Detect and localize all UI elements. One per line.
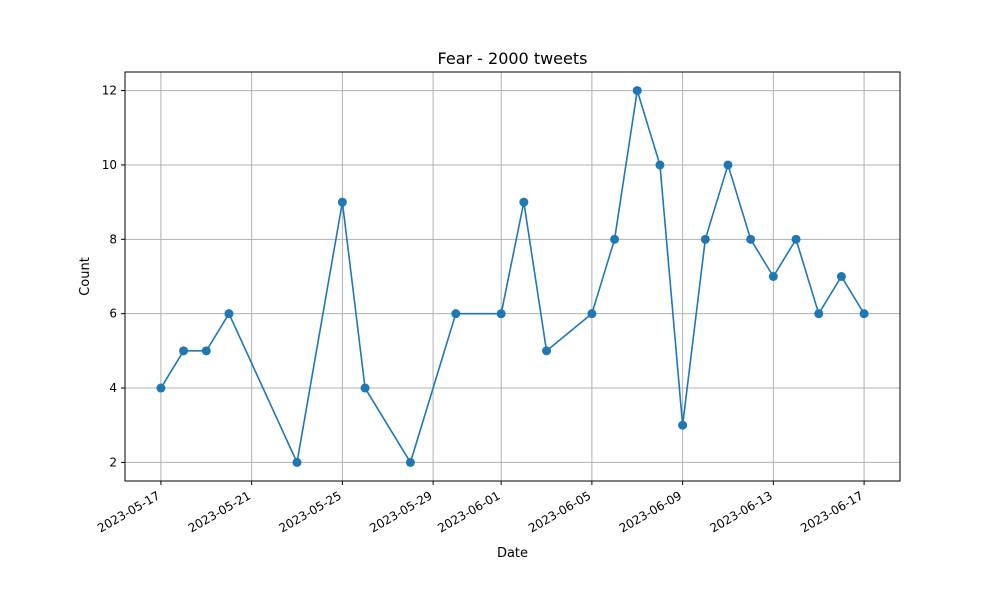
data-point <box>496 309 506 319</box>
y-tick-label: 8 <box>109 232 117 246</box>
data-point <box>791 234 801 244</box>
series-line <box>160 90 865 466</box>
data-point <box>451 309 461 319</box>
data-point <box>156 383 166 393</box>
data-points <box>156 86 869 467</box>
data-point <box>292 457 302 467</box>
data-point <box>405 457 415 467</box>
data-point <box>746 234 756 244</box>
y-tick-label: 10 <box>102 158 117 172</box>
data-point <box>700 234 710 244</box>
data-point <box>678 420 688 430</box>
x-tick-label: 2023-06-17 <box>798 488 865 535</box>
chart-title: Fear - 2000 tweets <box>438 49 588 68</box>
data-point <box>814 309 824 319</box>
x-tick-label: 2023-05-21 <box>186 488 253 535</box>
y-tick-label: 12 <box>102 84 117 98</box>
x-tick-label: 2023-05-25 <box>276 488 343 535</box>
data-point <box>224 309 234 319</box>
y-tick-label: 6 <box>109 307 117 321</box>
grid-lines <box>125 72 900 481</box>
data-point <box>859 309 869 319</box>
data-point <box>201 346 211 356</box>
data-point <box>632 86 642 96</box>
x-tick-label: 2023-05-17 <box>95 488 162 535</box>
data-point <box>610 234 620 244</box>
x-tick-label: 2023-05-29 <box>367 488 434 535</box>
data-point <box>337 197 347 207</box>
y-axis-ticks: 2 4 6 8 10 12 <box>102 84 125 469</box>
x-axis-label: Date <box>497 546 528 561</box>
data-point <box>587 309 597 319</box>
data-point <box>768 272 778 281</box>
data-point <box>836 272 846 281</box>
y-tick-label: 4 <box>109 381 117 395</box>
x-tick-label: 2023-06-13 <box>707 488 774 535</box>
x-tick-label: 2023-06-05 <box>526 488 593 535</box>
data-point <box>179 346 189 356</box>
plot-frame <box>124 71 901 482</box>
data-point <box>655 160 665 170</box>
x-tick-label: 2023-06-01 <box>435 488 502 535</box>
y-axis-label: Count <box>78 257 93 296</box>
data-point <box>360 383 370 393</box>
x-tick-label: 2023-06-09 <box>617 488 684 535</box>
y-tick-label: 2 <box>109 455 117 469</box>
data-point <box>542 346 552 356</box>
data-point <box>723 160 733 170</box>
x-axis-ticks: 2023-05-17 2023-05-21 2023-05-25 2023-05-29… <box>95 481 866 535</box>
data-point <box>519 197 529 207</box>
